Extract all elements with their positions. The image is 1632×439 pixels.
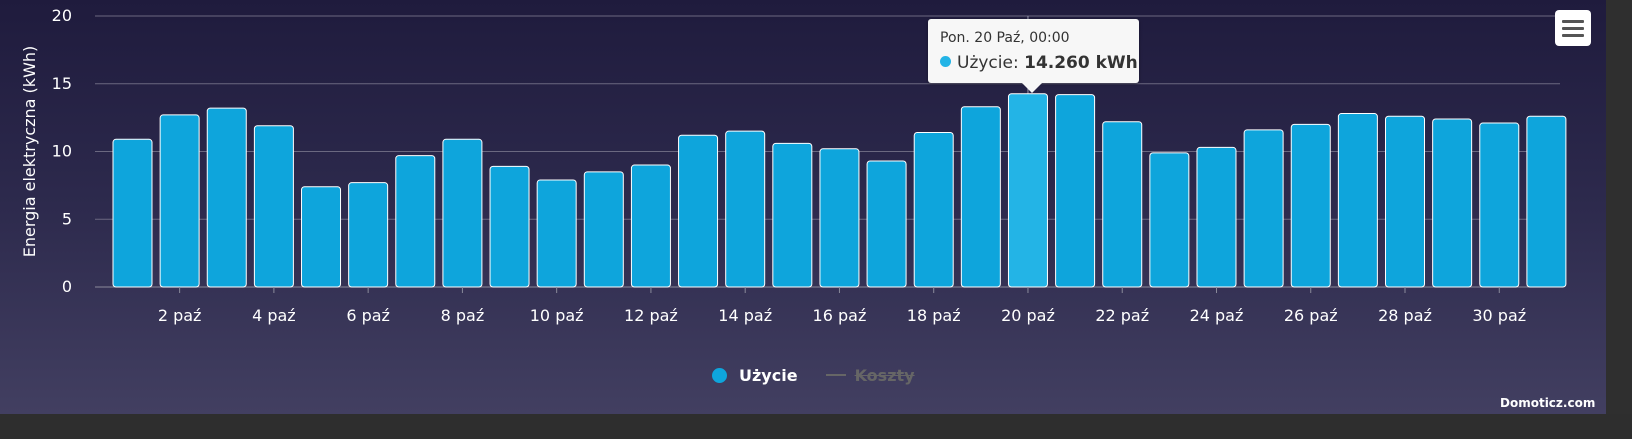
series-dot-icon [940, 56, 951, 67]
y-axis-title: Energia elektryczna (kWh) [20, 46, 39, 258]
x-tick-label: 14 paź [718, 306, 772, 325]
tooltip-header: Pon. 20 Paź, 00:00 [940, 30, 1070, 46]
legend-item-koszty[interactable]: Koszty [825, 365, 915, 385]
bar-16-paź[interactable] [819, 148, 860, 288]
bar-10-paź[interactable] [536, 179, 577, 288]
bar-18-paź[interactable] [913, 132, 954, 288]
hamburger-menu-icon [1562, 19, 1584, 23]
bar-6-paź[interactable] [348, 182, 389, 288]
chart-credits[interactable]: Domoticz.com [1500, 396, 1596, 410]
bar-13-paź[interactable] [678, 134, 719, 288]
tooltip-row: Użycie: 14.260 kWh [940, 51, 1139, 75]
bar-27-paź[interactable] [1337, 113, 1378, 288]
bar-15-paź[interactable] [772, 142, 813, 288]
bar-2-paź[interactable] [159, 114, 200, 288]
bar-19-paź[interactable] [960, 106, 1001, 288]
bar-28-paź[interactable] [1385, 115, 1426, 288]
y-tick-label: 15 [52, 74, 72, 93]
tooltip-series-name: Użycie [957, 53, 1013, 73]
legend-label: Użycie [739, 365, 798, 385]
x-tick-label: 10 paź [530, 306, 584, 325]
bar-17-paź[interactable] [866, 160, 907, 288]
x-tick-label: 12 paź [624, 306, 678, 325]
x-tick-label: 8 paź [441, 306, 485, 325]
x-tick-label: 20 paź [1001, 306, 1055, 325]
bar-26-paź[interactable] [1290, 123, 1331, 288]
x-tick-label: 24 paź [1190, 306, 1244, 325]
tooltip-separator: : [1012, 53, 1019, 73]
x-tick-label: 4 paź [252, 306, 296, 325]
bar-11-paź[interactable] [583, 171, 624, 288]
bar-8-paź[interactable] [442, 138, 483, 288]
legend-item-uzycie[interactable]: Użycie [712, 366, 798, 385]
x-tick-label: 18 paź [907, 306, 961, 325]
chart-legend: Użycie Koszty [712, 363, 943, 387]
tooltip-value: 14.260 kWh [1024, 53, 1138, 73]
chart-plot-area: 0 5 10 15 20 Energia elektryczna (kWh) 2 paź 4 … [20, 6, 1567, 325]
y-tick-label: 10 [52, 142, 72, 161]
x-tick-label: 22 paź [1095, 306, 1149, 325]
bar-23-paź[interactable] [1149, 152, 1190, 288]
x-tick-label: 28 paź [1378, 306, 1432, 325]
chart-menu-button[interactable] [1555, 10, 1591, 46]
y-tick-label: 0 [62, 277, 72, 296]
bar-29-paź[interactable] [1432, 118, 1473, 288]
x-tick-label: 26 paź [1284, 306, 1338, 325]
energy-chart: 0 5 10 15 20 Energia elektryczna (kWh) 2 paź 4 … [0, 0, 1606, 414]
y-tick-label: 20 [52, 6, 72, 25]
bar-20-paź[interactable] [1007, 93, 1048, 288]
legend-dot-icon [712, 367, 727, 383]
x-tick-label: 6 paź [346, 306, 390, 325]
bar-24-paź[interactable] [1196, 146, 1237, 288]
legend-line-icon [825, 374, 846, 376]
page-background-strip [0, 414, 1632, 439]
bar-14-paź[interactable] [725, 130, 766, 288]
bar-25-paź[interactable] [1243, 129, 1284, 288]
bar-5-paź[interactable] [301, 186, 342, 288]
bar-7-paź[interactable] [395, 155, 436, 288]
x-tick-label: 30 paź [1472, 306, 1526, 325]
bar-3-paź[interactable] [206, 107, 247, 288]
bar-1-paź[interactable] [112, 138, 153, 288]
y-tick-label: 5 [62, 209, 72, 228]
bar-31-paź[interactable] [1526, 115, 1567, 288]
bar-4-paź[interactable] [253, 125, 294, 288]
bar-30-paź[interactable] [1479, 122, 1520, 288]
bar-12-paź[interactable] [630, 164, 671, 288]
bar-tooltip: Pon. 20 Paź, 00:00 Użycie: 14.260 kWh [928, 19, 1139, 93]
x-tick-label: 2 paź [158, 306, 202, 325]
bar-21-paź[interactable] [1055, 94, 1096, 288]
bar-9-paź[interactable] [489, 165, 530, 288]
legend-label: Koszty [854, 365, 915, 385]
bar-22-paź[interactable] [1102, 121, 1143, 288]
x-tick-label: 16 paź [813, 306, 867, 325]
